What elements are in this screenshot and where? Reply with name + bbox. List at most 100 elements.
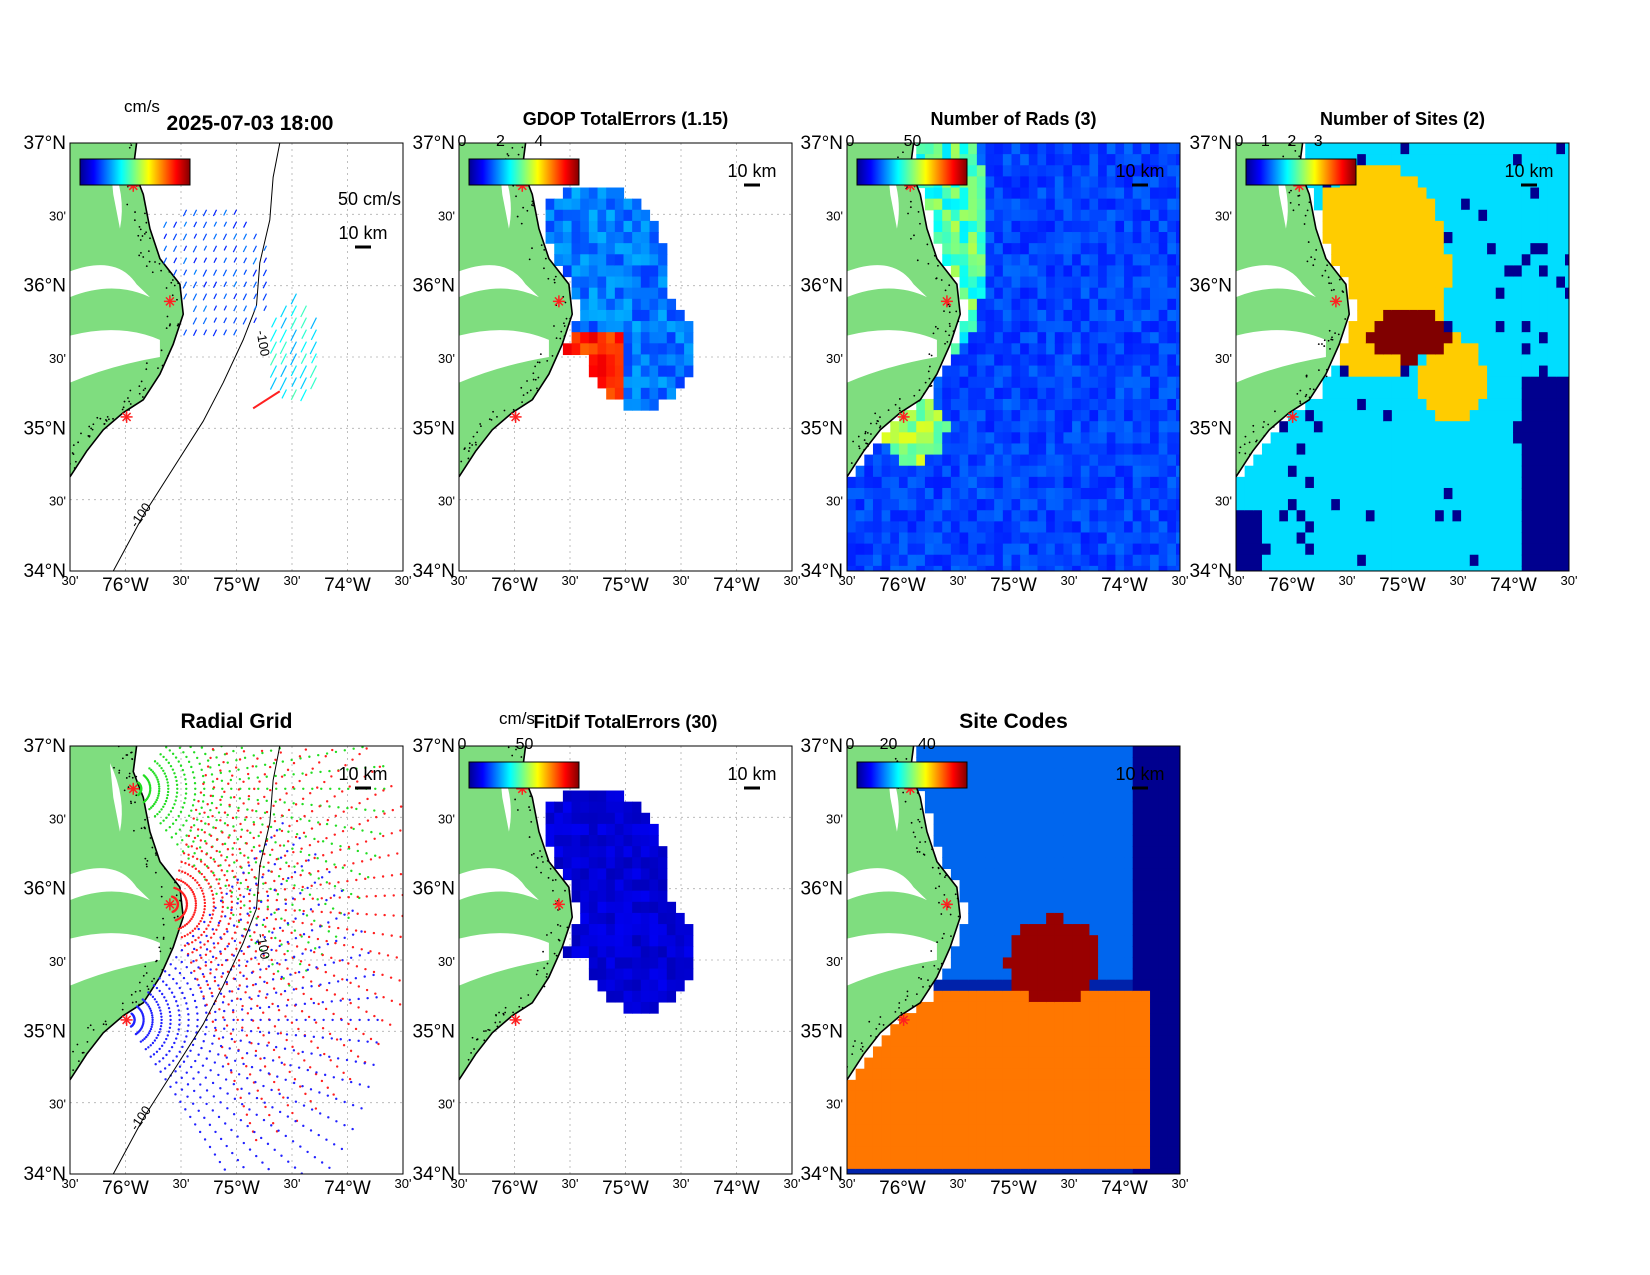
heatmap-cell xyxy=(1046,243,1056,255)
heatmap-cell xyxy=(1417,421,1428,433)
heatmap-cell xyxy=(545,209,555,222)
radial-grid-point xyxy=(247,794,251,798)
radial-grid-point xyxy=(223,1168,227,1171)
current-vector xyxy=(300,389,307,402)
heatmap-cell xyxy=(1305,543,1315,556)
heatmap-cell xyxy=(1530,332,1540,344)
heatmap-cell xyxy=(1348,454,1358,467)
heatmap-cell xyxy=(1469,354,1480,367)
radial-grid-point xyxy=(366,996,369,1000)
radial-grid-point xyxy=(246,829,249,832)
radial-grid-point xyxy=(330,842,334,845)
heatmap-cell xyxy=(1374,354,1384,367)
heatmap-cell xyxy=(606,823,616,836)
radial-grid-point xyxy=(248,934,252,938)
radial-grid-point xyxy=(319,983,322,986)
radial-grid-point xyxy=(286,849,289,853)
heatmap-cell xyxy=(1037,220,1047,233)
heatmap-cell xyxy=(1530,387,1540,400)
heatmap-cell xyxy=(1539,454,1549,467)
heatmap-cell xyxy=(606,343,616,356)
radial-grid-point xyxy=(233,795,236,799)
heatmap-cell xyxy=(1452,476,1462,489)
heatmap-cell xyxy=(1339,499,1350,511)
heatmap-cell xyxy=(632,1001,642,1014)
radial-grid-point xyxy=(175,1037,178,1040)
heatmap-cell xyxy=(950,499,961,511)
radial-grid-point xyxy=(248,1073,252,1076)
radial-grid-point xyxy=(303,1059,306,1062)
heatmap-cell xyxy=(994,254,1004,267)
heatmap-cell xyxy=(1365,454,1376,467)
heatmap-cell xyxy=(658,254,668,267)
radial-grid-point xyxy=(369,950,372,953)
heatmap-cell xyxy=(950,543,961,556)
radial-grid-point xyxy=(301,772,304,775)
radial-grid-point xyxy=(147,1005,151,1008)
heatmap-cell xyxy=(1115,454,1125,467)
radial-grid-point xyxy=(223,1018,226,1022)
heatmap-cell xyxy=(1365,432,1376,445)
heatmap-cell xyxy=(1452,465,1462,478)
radial-grid-point xyxy=(399,829,402,832)
heatmap-cell xyxy=(1287,565,1298,571)
heatmap-cell xyxy=(1487,165,1497,177)
radial-grid-point xyxy=(325,898,328,902)
heatmap-cell xyxy=(1150,410,1160,422)
heatmap-cell xyxy=(1028,298,1039,311)
heatmap-cell xyxy=(1530,276,1540,289)
sound-water xyxy=(1236,330,1326,383)
radial-grid-point xyxy=(263,763,267,767)
radial-grid-point xyxy=(244,991,247,994)
heatmap-cell xyxy=(1158,343,1168,356)
heatmap-cell xyxy=(1115,321,1125,333)
heatmap-cell xyxy=(1020,521,1030,534)
radial-grid-point xyxy=(348,1038,351,1042)
radial-grid-point xyxy=(365,747,368,750)
heatmap-cell xyxy=(1331,554,1341,567)
radial-grid-point xyxy=(220,795,224,798)
radial-grid-point xyxy=(351,758,354,761)
heatmap-cell xyxy=(1002,476,1013,489)
radial-grid-point xyxy=(162,819,165,822)
map-panel-nrads: 37°N30'36°N30'35°N30'34°N30' 76°W 30' 75°W 3… xyxy=(801,109,1189,596)
heatmap-cell xyxy=(640,812,651,825)
heatmap-cell xyxy=(658,376,668,389)
radial-grid-point xyxy=(299,873,302,877)
heatmap-cell xyxy=(1443,154,1454,166)
radial-grid-point xyxy=(367,951,370,955)
radial-grid-point xyxy=(211,814,214,818)
heatmap-cell xyxy=(1141,554,1151,567)
heatmap-cell xyxy=(959,398,969,411)
heatmap-cell xyxy=(985,332,995,344)
radial-grid-point xyxy=(261,933,265,937)
heatmap-cell xyxy=(1374,565,1384,571)
heatmap-cell xyxy=(890,454,900,467)
heatmap-cell xyxy=(1539,287,1549,300)
radial-grid-point xyxy=(155,1000,158,1004)
heatmap-cell xyxy=(1020,254,1030,267)
heatmap-cell xyxy=(1374,187,1384,200)
heatmap-cell xyxy=(1383,487,1393,500)
heatmap-cell xyxy=(916,454,926,467)
heatmap-cell xyxy=(1400,143,1410,155)
heatmap-cell xyxy=(1028,165,1039,177)
heatmap-cell xyxy=(1443,232,1454,244)
heatmap-cell xyxy=(1365,421,1376,433)
heatmap-cell xyxy=(916,410,926,422)
heatmap-cell xyxy=(1132,432,1142,445)
heatmap-cell xyxy=(1513,398,1523,411)
heatmap-cell xyxy=(1132,565,1142,571)
radial-grid-point xyxy=(217,1037,221,1040)
heatmap-cell xyxy=(1469,476,1480,489)
current-vector xyxy=(253,317,258,324)
radial-grid-point xyxy=(206,815,210,819)
radial-grid-point xyxy=(283,888,287,891)
heatmap-cell xyxy=(1443,187,1454,200)
radial-grid-point xyxy=(148,767,151,770)
heatmap-cell xyxy=(1098,232,1108,244)
heatmap-cell xyxy=(976,176,987,189)
radial-grid-point xyxy=(187,834,191,838)
heatmap-cell xyxy=(1132,165,1142,177)
radial-grid-point xyxy=(229,778,233,782)
